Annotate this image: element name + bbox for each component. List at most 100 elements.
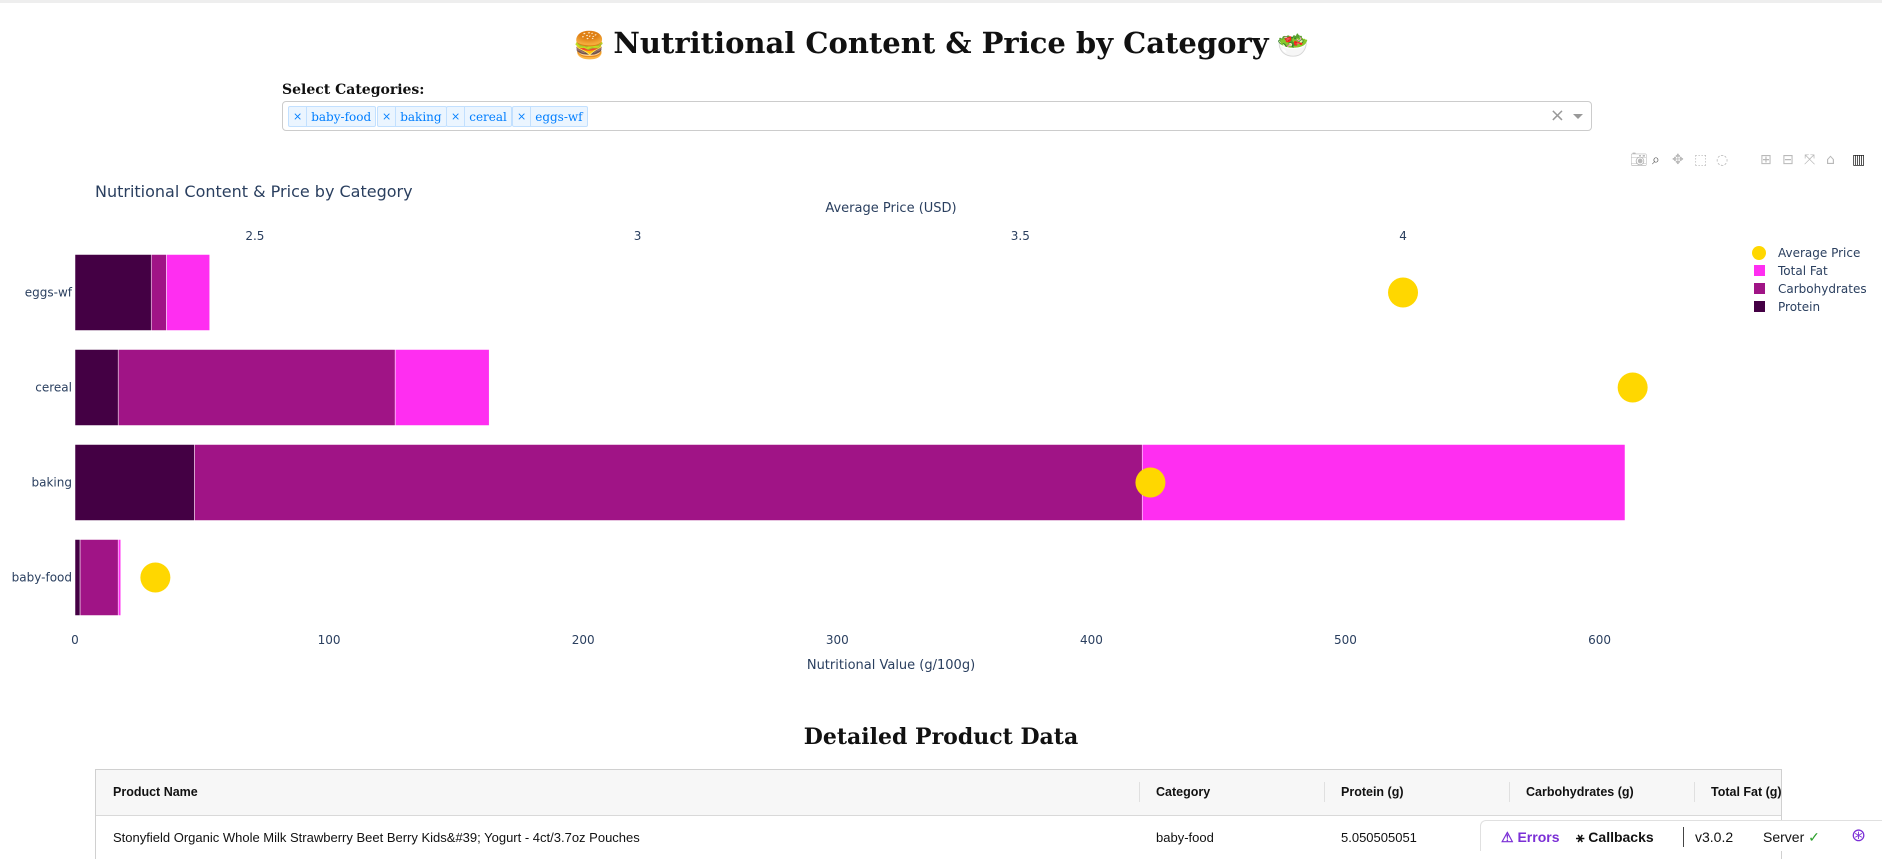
chip-label: eggs-wf: [535, 109, 583, 124]
pan-icon[interactable]: ✥: [1672, 152, 1684, 168]
legend-marker: [1754, 301, 1765, 312]
page-title: 🍔 Nutritional Content & Price by Category…: [0, 26, 1882, 61]
burger-icon: 🍔: [573, 31, 606, 61]
chip-label: cereal: [469, 109, 507, 124]
salad-icon: 🥗: [1276, 31, 1309, 61]
legend-marker: [1752, 246, 1766, 260]
category-select-label: Select Categories:: [282, 82, 425, 98]
legend-marker: [1754, 265, 1765, 276]
callbacks-button[interactable]: ⚹ Callbacks: [1576, 829, 1654, 845]
expand-devtools-icon[interactable]: ⊛: [1851, 825, 1867, 845]
legend-item: Carbohydrates: [1778, 282, 1867, 296]
check-circle-icon: ✓: [1808, 829, 1820, 845]
chip-remove-icon[interactable]: ×: [513, 107, 532, 126]
divider: [1683, 827, 1684, 847]
col-header-carbohydrates[interactable]: Carbohydrates (g): [1526, 785, 1634, 799]
zoom-icon[interactable]: ⌕: [1652, 152, 1660, 168]
price-point: [1135, 467, 1166, 498]
page-title-text: Nutritional Content & Price by Category: [613, 26, 1269, 60]
chip-baking: × baking: [377, 106, 447, 127]
version-label: v3.0.2: [1695, 829, 1734, 845]
x-tick-label: 600: [1588, 633, 1611, 647]
top-x-tick-label: 3.5: [1011, 229, 1030, 243]
lasso-icon[interactable]: ◌: [1716, 152, 1729, 168]
x-tick-label: 100: [318, 633, 341, 647]
chip-cereal: × cereal: [446, 106, 512, 127]
top-border: [0, 0, 1882, 3]
x-tick-label: 300: [826, 633, 849, 647]
chip-label: baking: [400, 109, 442, 124]
reset-axes-icon[interactable]: ⌂: [1826, 152, 1835, 168]
errors-button[interactable]: ⚠ Errors: [1501, 829, 1560, 845]
clear-all-icon[interactable]: ×: [1549, 105, 1565, 126]
column-divider: [1139, 782, 1140, 802]
bar-carbohydrates: [194, 444, 1143, 521]
points-layer: [140, 277, 1648, 593]
product-table: Product Name Category Protein (g) Carboh…: [95, 769, 1782, 859]
legend-item: Average Price: [1778, 246, 1860, 260]
chip-remove-icon[interactable]: ×: [289, 107, 308, 126]
bar-protein: [74, 539, 81, 616]
column-divider: [1324, 782, 1325, 802]
top-x-tick-label: 3: [634, 229, 642, 243]
price-point: [140, 562, 171, 593]
cell-protein: 5.050505051: [1341, 830, 1417, 845]
chart-title: Nutritional Content & Price by Category: [95, 182, 413, 201]
x-tick-label: 200: [572, 633, 595, 647]
bar-carbohydrates: [79, 539, 119, 616]
chip-remove-icon[interactable]: ×: [378, 107, 397, 126]
col-header-product-name[interactable]: Product Name: [113, 785, 198, 799]
chip-label: baby-food: [311, 109, 372, 124]
y-tick-label: baby-food: [12, 571, 72, 585]
callbacks-icon: ⚹: [1576, 829, 1585, 845]
dash-devtools-bar: ⚠ Errors ⚹ Callbacks v3.0.2 Server ✓ ⊛: [1480, 820, 1882, 851]
camera-icon[interactable]: 📷︎: [1630, 152, 1648, 168]
chip-remove-icon[interactable]: ×: [447, 107, 466, 126]
bar-total-fat: [166, 254, 210, 331]
legend-item: Protein: [1778, 300, 1820, 314]
table-header: Product Name Category Protein (g) Carboh…: [96, 770, 1782, 816]
x-tick-label: 0: [71, 633, 79, 647]
top-x-tick-label: 4: [1399, 229, 1407, 243]
column-divider: [1694, 782, 1695, 802]
bar-protein: [74, 254, 152, 331]
zoom-in-icon[interactable]: ⊞: [1760, 152, 1772, 168]
y-tick-label: baking: [32, 476, 72, 490]
bar-carbohydrates: [150, 254, 167, 331]
bar-total-fat: [1141, 444, 1626, 521]
top-axis-title: Average Price (USD): [825, 201, 956, 216]
col-header-category[interactable]: Category: [1156, 785, 1211, 799]
cell-product-name: Stonyfield Organic Whole Milk Strawberry…: [113, 830, 640, 845]
cell-category: baby-food: [1156, 830, 1214, 845]
box-select-icon[interactable]: ⬚: [1694, 152, 1708, 168]
x-tick-label: 500: [1334, 633, 1357, 647]
price-point: [1617, 372, 1648, 403]
col-header-protein[interactable]: Protein (g): [1341, 785, 1404, 799]
category-multiselect[interactable]: × baby-food × baking × cereal × eggs-wf …: [282, 101, 1592, 131]
chip-baby-food: × baby-food: [288, 106, 377, 127]
chip-eggs-wf: × eggs-wf: [512, 106, 588, 127]
price-point: [1388, 277, 1419, 308]
bars-layer: [74, 254, 1626, 616]
x-tick-label: 400: [1080, 633, 1103, 647]
col-header-total-fat[interactable]: Total Fat (g): [1711, 785, 1782, 799]
column-divider: [1509, 782, 1510, 802]
bar-carbohydrates: [117, 349, 396, 426]
table-title: Detailed Product Data: [803, 724, 1079, 750]
legend-item: Total Fat: [1777, 264, 1828, 278]
bottom-axis-title: Nutritional Value (g/100g): [807, 658, 975, 673]
warning-icon: ⚠: [1501, 829, 1514, 845]
plotly-logo-icon[interactable]: ▥: [1852, 152, 1866, 168]
autoscale-icon[interactable]: ⤧: [1804, 152, 1816, 168]
nutrition-chart: Nutritional Content & Price by Category …: [12, 182, 1867, 673]
legend: Average Price Total Fat Carbohydrates Prote…: [1752, 246, 1867, 314]
bar-protein: [74, 349, 119, 426]
y-tick-label: eggs-wf: [25, 286, 73, 300]
zoom-out-icon[interactable]: ⊟: [1782, 152, 1794, 168]
legend-marker: [1754, 283, 1765, 294]
ticks-layer: baby-food baking cereal eggs-wf 0 100 200 300 40…: [12, 229, 1611, 647]
y-tick-label: cereal: [35, 381, 72, 395]
chevron-down-icon[interactable]: [1573, 114, 1583, 119]
bar-protein: [74, 444, 195, 521]
server-status: Server ✓: [1763, 829, 1820, 845]
